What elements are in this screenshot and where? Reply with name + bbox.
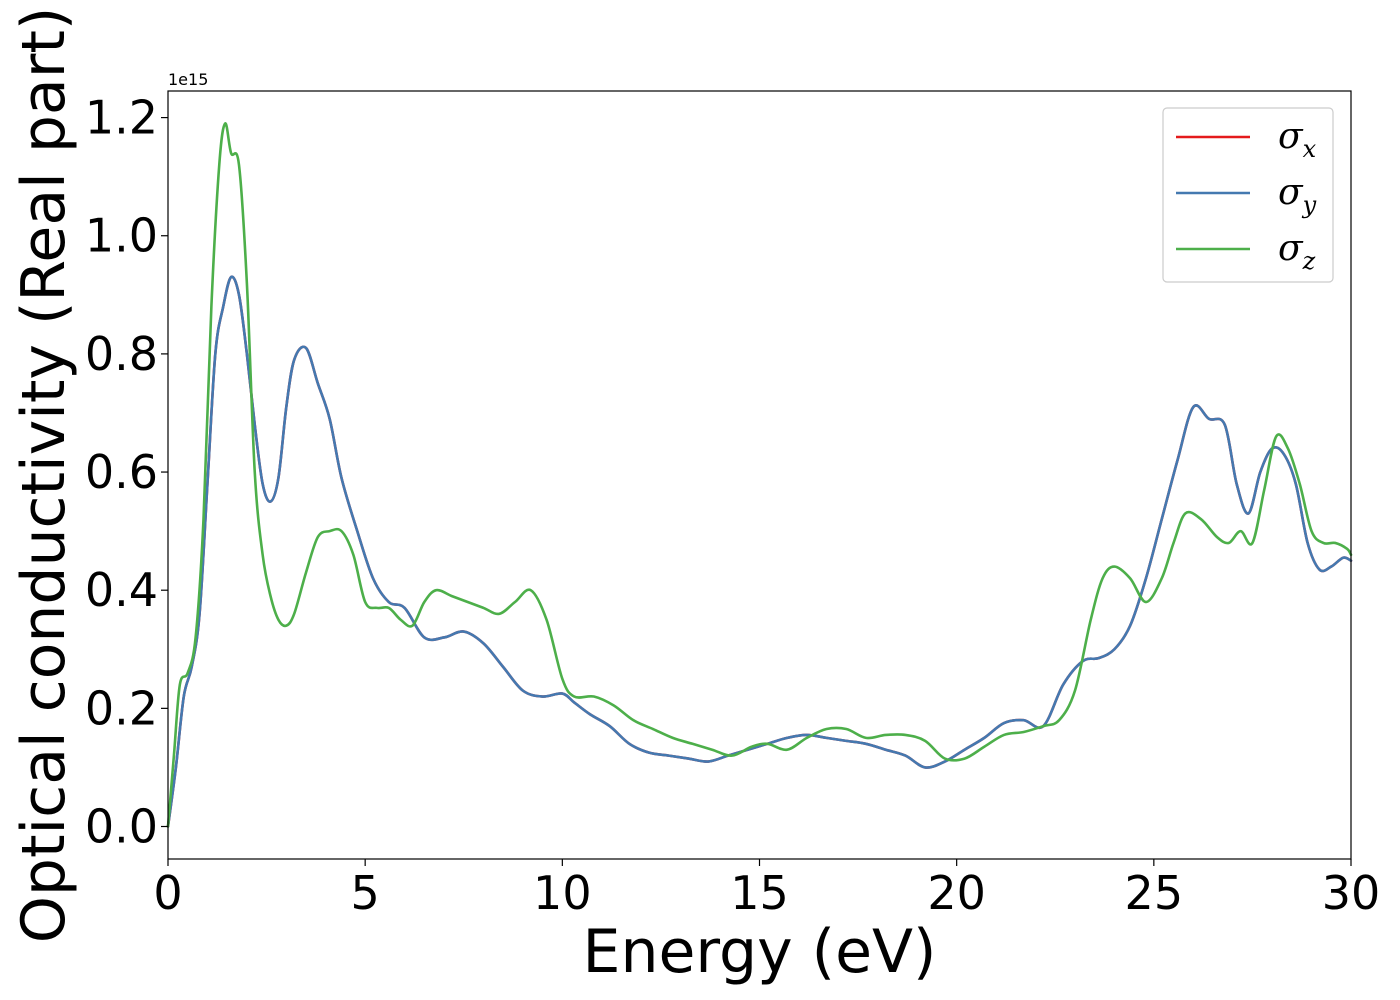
y-offset-label: 1e15: [168, 70, 208, 89]
y-axis-ticks: 0.0 0.2 0.4 0.6 0.8 1.0 1.2: [85, 91, 168, 854]
y-tick-label: 0.6: [85, 445, 158, 499]
y-tick-label: 0.4: [85, 563, 158, 617]
y-tick-label: 0.2: [85, 681, 158, 735]
y-tick-label: 0.8: [85, 327, 158, 381]
legend-label-y: σy: [1278, 172, 1317, 219]
y-tick-label: 1.2: [85, 91, 158, 145]
x-tick-label: 5: [351, 866, 380, 920]
y-tick-label: 0.0: [85, 800, 158, 854]
legend-items: σx σy σz: [1176, 116, 1317, 275]
x-tick-label: 0: [153, 866, 182, 920]
y-tick-label: 1.0: [85, 209, 158, 263]
series-line-y: [166, 275, 1353, 828]
x-axis-ticks: 0 5 10 15 20 25 30: [153, 859, 1380, 920]
x-tick-label: 30: [1322, 866, 1381, 920]
x-tick-label: 25: [1125, 866, 1184, 920]
legend-frame: [1162, 107, 1334, 283]
series-layer: [166, 122, 1353, 828]
x-tick-label: 15: [730, 866, 789, 920]
legend-label-x: σx: [1278, 116, 1317, 163]
x-axis-label: Energy (eV): [583, 917, 937, 987]
x-tick-label: 10: [533, 866, 592, 920]
legend: σx σy σz: [1162, 107, 1334, 283]
x-tick-label: 20: [927, 866, 986, 920]
series-line-z: [166, 122, 1353, 828]
legend-label-z: σz: [1278, 228, 1316, 275]
y-axis-label: Optical conductivity (Real part): [9, 7, 79, 944]
